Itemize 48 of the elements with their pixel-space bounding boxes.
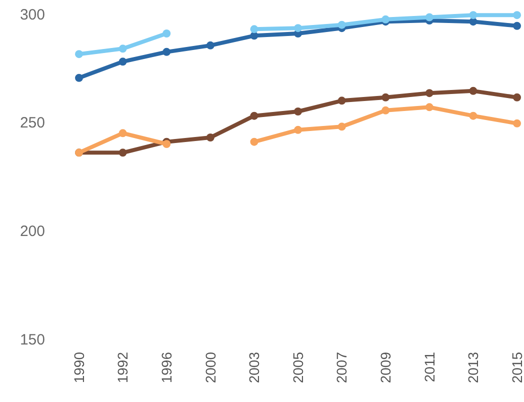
point xyxy=(513,93,521,102)
x-tick-label: 2003 xyxy=(246,352,262,384)
y-tick-label: 150 xyxy=(20,331,45,348)
point xyxy=(338,96,346,105)
point xyxy=(118,58,127,66)
point xyxy=(118,148,127,157)
x-tick-label: 2015 xyxy=(508,352,524,384)
point xyxy=(250,138,258,146)
x-tick-label: 2007 xyxy=(334,352,350,384)
x-tick-label: 1996 xyxy=(158,352,174,384)
point xyxy=(162,140,171,148)
y-tick-label: 200 xyxy=(20,222,45,240)
point xyxy=(425,103,434,112)
point xyxy=(118,44,127,53)
point xyxy=(382,106,390,114)
point xyxy=(294,108,302,116)
point xyxy=(294,126,302,134)
x-tick-label: 1992 xyxy=(114,352,131,384)
point xyxy=(425,13,434,22)
point xyxy=(382,15,390,24)
point xyxy=(469,112,478,120)
point xyxy=(469,86,478,95)
point xyxy=(75,50,83,58)
point xyxy=(250,25,258,34)
point xyxy=(162,30,171,38)
x-tick-label: 1990 xyxy=(70,352,87,384)
point xyxy=(513,119,521,128)
point xyxy=(294,24,302,32)
point xyxy=(382,93,390,102)
y-tick-label: 250 xyxy=(20,114,45,132)
point xyxy=(338,122,346,131)
x-tick-label: 2011 xyxy=(421,352,438,382)
point xyxy=(469,11,478,20)
point xyxy=(250,112,258,120)
point xyxy=(513,11,521,20)
x-tick-label: 2005 xyxy=(290,352,306,384)
point xyxy=(425,89,434,98)
point xyxy=(206,41,214,50)
point xyxy=(118,129,127,138)
point xyxy=(75,74,83,82)
x-tick-label: 2013 xyxy=(465,352,482,384)
y-tick-label: 300 xyxy=(20,6,45,24)
point xyxy=(162,48,171,56)
point xyxy=(206,134,214,142)
point xyxy=(513,22,521,30)
x-tick-label: 2009 xyxy=(378,352,394,384)
x-tick-label: 2000 xyxy=(202,352,218,384)
point xyxy=(338,20,346,29)
